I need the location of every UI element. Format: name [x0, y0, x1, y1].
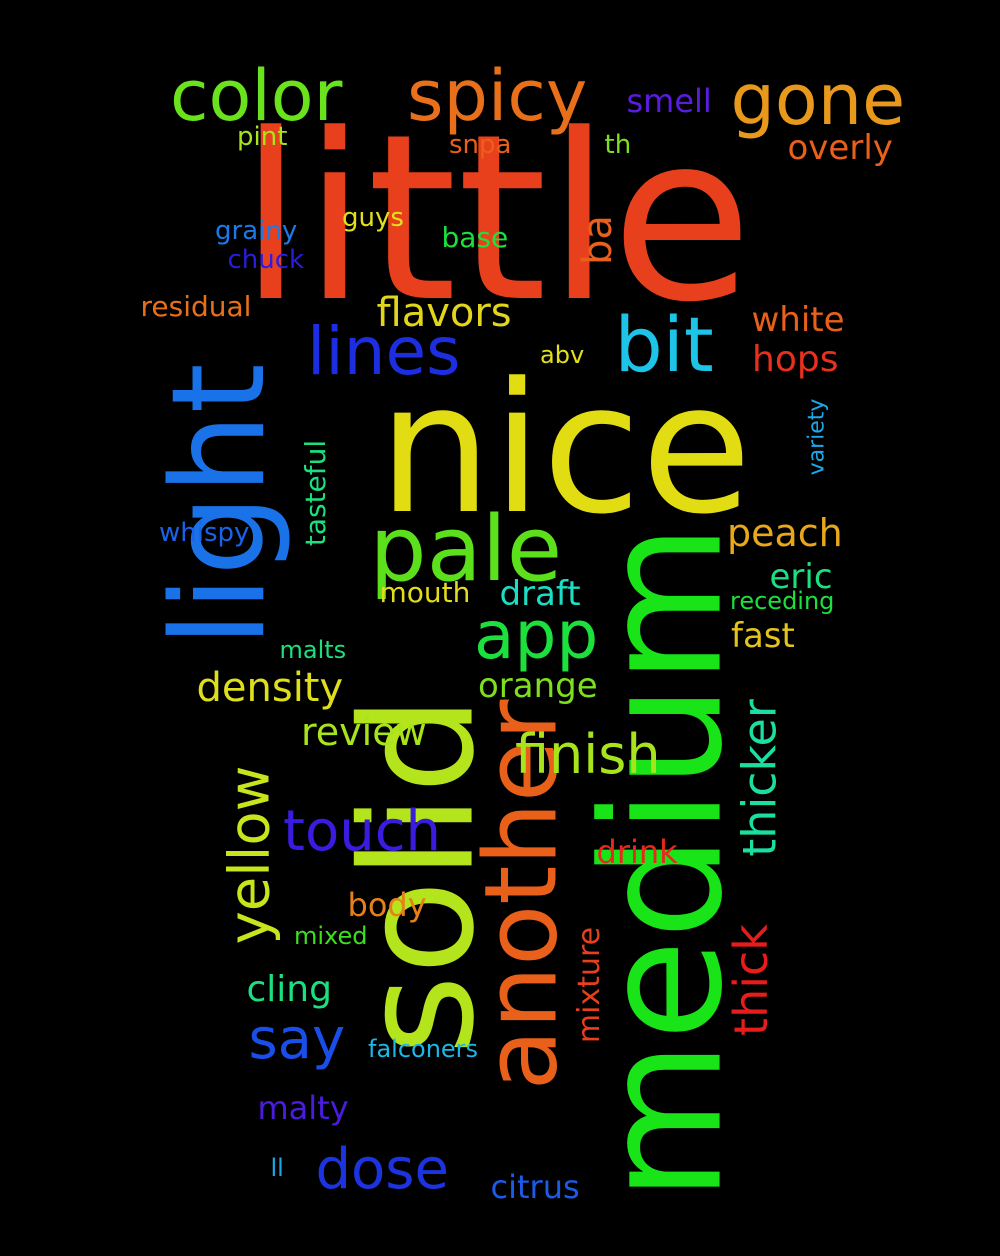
word-malty: malty [257, 1089, 349, 1127]
word-light: light [144, 363, 294, 647]
word-overly: overly [787, 128, 893, 168]
word-gone: gone [730, 59, 906, 141]
word-falconers: falconers [368, 1035, 479, 1063]
word-pale: pale [369, 497, 563, 602]
word-lines: lines [307, 313, 461, 390]
word-flavors: flavors [376, 290, 512, 336]
word-thick: thick [723, 924, 778, 1036]
word-drink: drink [596, 833, 678, 871]
word-spicy: spicy [407, 55, 588, 137]
word-review: review [301, 710, 427, 754]
word-bit: bit [614, 300, 714, 389]
word-thicker: thicker [732, 699, 787, 857]
word-pint: pint [237, 122, 288, 152]
word-color: color [170, 55, 343, 137]
word-body: body [347, 886, 427, 924]
word-white: white [751, 300, 845, 340]
word-eric: eric [769, 557, 833, 597]
word-citrus: citrus [490, 1168, 580, 1206]
word-mouth: mouth [379, 576, 471, 609]
word-snpa: snpa [449, 130, 512, 160]
word-receding: receding [730, 587, 835, 615]
word-cling: cling [246, 969, 332, 1010]
word-yellow: yellow [216, 765, 282, 945]
word-fast: fast [731, 616, 795, 656]
word-base: base [441, 221, 509, 254]
word-touch: touch [283, 799, 441, 864]
word-draft: draft [499, 574, 581, 614]
word-tasteful: tasteful [299, 439, 333, 547]
word-abv: abv [540, 341, 585, 369]
word-grainy: grainy [215, 216, 298, 246]
word-ba: ba [574, 215, 621, 265]
word-orange: orange [478, 666, 598, 706]
word-finish: finish [515, 723, 661, 786]
word-chuck: chuck [227, 245, 305, 275]
word-ll: ll [270, 1154, 284, 1182]
word-mixed: mixed [294, 922, 368, 950]
word-app: app [474, 597, 599, 674]
word-residual: residual [140, 290, 252, 323]
word-hops: hops [752, 339, 839, 380]
word-malts: malts [279, 636, 347, 664]
word-say: say [248, 1007, 346, 1072]
word-nice: nice [378, 345, 752, 554]
word-mixture: mixture [572, 926, 608, 1044]
word-guys: guys [342, 203, 404, 233]
word-little: little [239, 86, 753, 353]
word-th: th [604, 130, 632, 160]
word-density: density [196, 665, 344, 711]
word-dose: dose [315, 1137, 449, 1202]
word-peach: peach [727, 511, 843, 555]
word-smell: smell [626, 82, 712, 120]
word-whispy: whispy [159, 518, 250, 548]
word-variety: variety [803, 398, 829, 476]
